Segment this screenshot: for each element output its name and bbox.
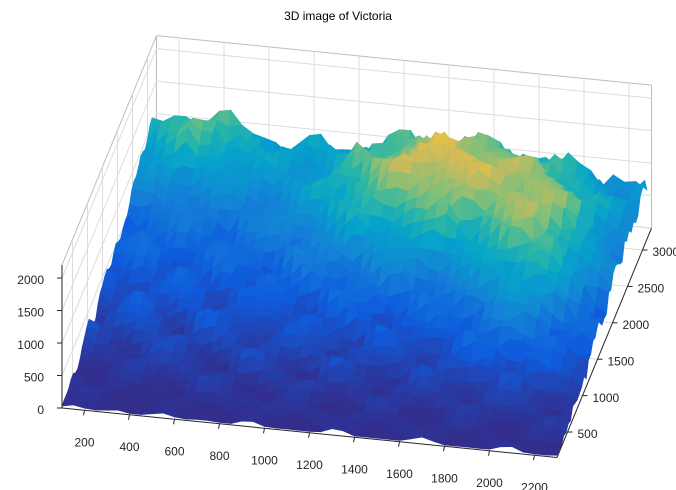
- surface-facet: [547, 443, 562, 451]
- x-tick: [398, 441, 400, 447]
- x-tick: [308, 432, 310, 438]
- y-axis: [556, 227, 652, 458]
- x-tick: [443, 446, 445, 452]
- x-tick-label: 1200: [296, 458, 323, 472]
- surface-facet: [545, 449, 560, 456]
- y-tick-label: 1500: [608, 354, 635, 368]
- box-edge: [61, 35, 157, 266]
- x-tick: [533, 455, 535, 461]
- grid-line: [61, 48, 157, 279]
- grid-line: [61, 80, 157, 311]
- grid-line: [61, 113, 157, 344]
- x-tick: [83, 410, 85, 416]
- x-tick: [353, 437, 355, 443]
- surface-facet: [549, 433, 565, 446]
- z-tick-label: 0: [37, 403, 44, 417]
- x-tick-label: 1800: [431, 471, 458, 485]
- x-tick-label: 1600: [386, 467, 413, 481]
- x-tick: [488, 450, 490, 456]
- x-tick-label: 800: [209, 449, 229, 463]
- x-tick: [263, 428, 265, 434]
- x-tick: [128, 414, 130, 420]
- y-tick-label: 2000: [623, 318, 650, 332]
- z-tick-label: 1500: [17, 306, 44, 320]
- y-tick-label: 1000: [593, 391, 620, 405]
- x-tick-label: 2000: [476, 476, 503, 490]
- axes: 200 400 600 800 1000 1200 1400 1600 1800 2000 2200…: [17, 227, 676, 490]
- z-tick-label: 2000: [17, 273, 44, 287]
- x-tick: [173, 419, 175, 425]
- x-tick-label: 200: [74, 435, 94, 449]
- x-tick-label: 1000: [251, 453, 278, 467]
- x-tick-label: 600: [164, 444, 184, 458]
- grid-line: [156, 80, 652, 132]
- y-tick-label: 2500: [638, 282, 665, 296]
- z-tick-label: 500: [24, 371, 44, 385]
- y-tick-label: 500: [578, 427, 598, 441]
- x-tick: [218, 423, 220, 429]
- chart-title: 3D image of Victoria: [284, 9, 392, 23]
- grid-line: [156, 48, 652, 99]
- x-tick-label: 1400: [341, 462, 368, 476]
- x-tick-label: 2200: [521, 480, 548, 490]
- y-tick-label: 3000: [653, 245, 676, 259]
- surface: [61, 109, 648, 456]
- z-tick-label: 1000: [17, 338, 44, 352]
- x-tick-label: 400: [119, 440, 139, 454]
